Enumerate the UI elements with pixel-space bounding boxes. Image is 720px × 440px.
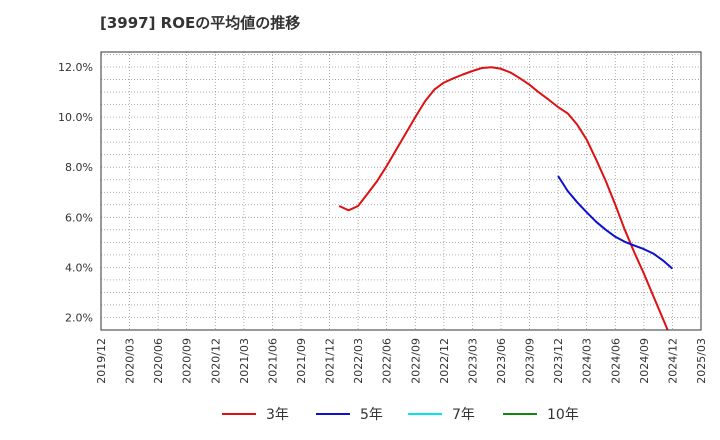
legend-label-10y: 10年 xyxy=(547,407,579,423)
x-tick-label: 2020/06 xyxy=(152,338,165,384)
y-axis-ticks: 2.0% 4.0% 6.0% 8.0% 10.0% 12.0% xyxy=(58,61,93,324)
x-tick-label: 2022/06 xyxy=(381,338,394,384)
legend-item-3y: 3年 xyxy=(222,404,289,424)
x-tick-label: 2020/12 xyxy=(209,338,222,384)
x-tick-label: 2024/06 xyxy=(609,338,622,384)
legend-item-10y: 10年 xyxy=(503,404,579,424)
x-tick-label: 2023/03 xyxy=(466,338,479,384)
plot-frame xyxy=(100,51,702,331)
series-lines xyxy=(338,66,674,330)
x-tick-label: 2020/09 xyxy=(181,338,194,384)
y-tick-label: 12.0% xyxy=(58,61,93,74)
x-tick-label: 2022/12 xyxy=(438,338,451,384)
x-tick-label: 2021/09 xyxy=(295,338,308,384)
legend-swatch-7y xyxy=(408,413,442,415)
legend-swatch-5y xyxy=(316,413,350,415)
legend-swatch-10y xyxy=(503,413,537,415)
grid-lines xyxy=(100,52,702,330)
legend-label-3y: 3年 xyxy=(266,407,289,423)
legend-item-7y: 7年 xyxy=(408,404,475,424)
x-tick-label: 2023/06 xyxy=(495,338,508,384)
series-line-1 xyxy=(557,175,674,270)
x-tick-label: 2022/09 xyxy=(409,338,422,384)
x-tick-label: 2021/06 xyxy=(266,338,279,384)
legend-label-5y: 5年 xyxy=(360,407,383,423)
x-tick-label: 2023/12 xyxy=(552,338,565,384)
x-axis-ticks: 2019/12 2020/03 2020/06 2020/09 2020/12 2021/… xyxy=(95,338,708,384)
x-tick-label: 2019/12 xyxy=(95,338,108,384)
x-tick-label: 2021/03 xyxy=(238,338,251,384)
y-tick-label: 2.0% xyxy=(65,311,93,324)
legend-item-5y: 5年 xyxy=(316,404,383,424)
y-tick-label: 4.0% xyxy=(65,261,93,274)
x-tick-label: 2025/03 xyxy=(695,338,708,384)
legend-swatch-3y xyxy=(222,413,256,415)
x-tick-label: 2024/03 xyxy=(581,338,594,384)
x-tick-label: 2021/12 xyxy=(324,338,337,384)
y-tick-label: 8.0% xyxy=(65,161,93,174)
series-line-0 xyxy=(338,66,669,330)
x-tick-label: 2024/09 xyxy=(638,338,651,384)
y-tick-label: 10.0% xyxy=(58,111,93,124)
x-tick-label: 2020/03 xyxy=(124,338,137,384)
x-tick-label: 2023/09 xyxy=(524,338,537,384)
y-tick-label: 6.0% xyxy=(65,211,93,224)
legend-label-7y: 7年 xyxy=(452,407,475,423)
legend: 3年 5年 7年 10年 xyxy=(0,400,720,428)
x-tick-label: 2024/12 xyxy=(666,338,679,384)
x-tick-label: 2022/03 xyxy=(352,338,365,384)
chart-title: [3997] ROEの平均値の推移 xyxy=(100,14,301,32)
